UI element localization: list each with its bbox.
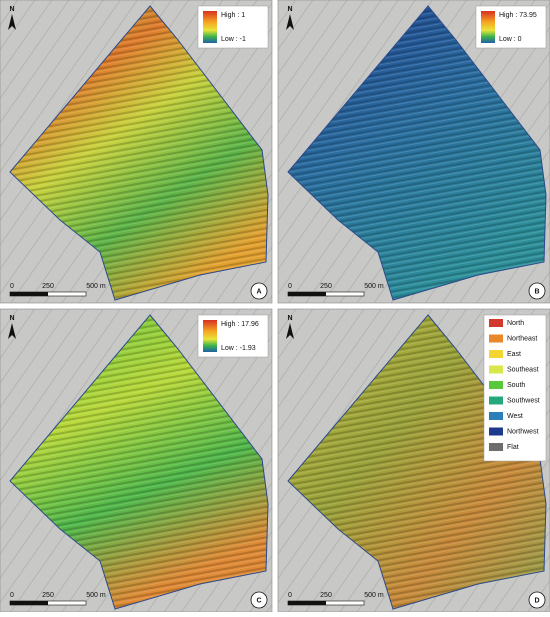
scale-label: 0 <box>288 592 292 599</box>
legend-low: Low : -1.93 <box>221 345 256 352</box>
scale-bar-segment <box>10 292 48 296</box>
legend-ramp <box>203 11 217 43</box>
legend-label: Southeast <box>507 366 539 373</box>
scale-bar-segment <box>288 601 326 605</box>
legend-high: High : 17.96 <box>221 321 259 328</box>
legend-swatch <box>489 319 503 327</box>
north-label: N <box>287 315 292 322</box>
scale-bar-segment <box>10 601 48 605</box>
map-panel: N 0 250 500 m A High : 1 Low : -1 <box>0 0 273 304</box>
scale-label: 250 <box>320 592 332 599</box>
scale-label: 0 <box>10 283 14 290</box>
scale-label: 0 <box>10 592 14 599</box>
legend-label: West <box>507 413 523 420</box>
scale-label: 500 m <box>86 592 106 599</box>
panel-letter: C <box>256 597 261 604</box>
north-label: N <box>9 315 14 322</box>
scale-label: 250 <box>42 283 54 290</box>
panel-letter: D <box>534 597 539 604</box>
legend-swatch <box>489 412 503 420</box>
north-label: N <box>9 6 14 13</box>
panel-letter: B <box>534 288 539 295</box>
scale-label: 500 m <box>86 283 106 290</box>
legend-low: Low : 0 <box>499 36 522 43</box>
legend-low: Low : -1 <box>221 36 246 43</box>
panel-badge <box>528 591 546 609</box>
legend-swatch <box>489 334 503 343</box>
panel-badge <box>250 282 268 300</box>
legend-label: East <box>507 351 521 358</box>
legend-high: High : 73.95 <box>499 12 537 19</box>
legend-label: Flat <box>507 444 519 451</box>
legend-label: South <box>507 382 525 389</box>
legend-swatch <box>489 381 503 389</box>
legend-ramp <box>203 320 217 352</box>
north-label: N <box>287 6 292 13</box>
legend-label: North <box>507 320 524 327</box>
scale-label: 250 <box>42 592 54 599</box>
panel-badge <box>528 282 546 300</box>
legend-swatch <box>489 427 503 436</box>
legend-ramp <box>481 11 495 43</box>
legend-label: Southwest <box>507 397 540 404</box>
north-arrow <box>8 323 16 339</box>
scale-label: 500 m <box>364 592 384 599</box>
scale-label: 500 m <box>364 283 384 290</box>
study-area-texture <box>9 314 269 610</box>
scale-label: 250 <box>320 283 332 290</box>
scale-label: 0 <box>288 283 292 290</box>
legend-swatch <box>489 350 503 358</box>
north-arrow <box>8 14 16 30</box>
north-arrow <box>286 14 294 30</box>
legend-swatch <box>489 365 503 374</box>
legend-swatch <box>489 443 503 451</box>
legend-label: Northwest <box>507 428 539 435</box>
legend-high: High : 1 <box>221 12 245 19</box>
scale-bar-segment <box>288 292 326 296</box>
study-area-texture <box>9 5 269 301</box>
panel-letter: A <box>256 288 261 295</box>
map-panel: N 0 250 500 m D North Northeast East Southeast So… <box>277 308 550 613</box>
map-panel: N 0 250 500 m C High : 17.96 Low : -1.93 <box>0 308 273 613</box>
north-arrow <box>286 323 294 339</box>
map-panel: N 0 250 500 m B High : 73.95 Low : 0 <box>277 0 550 304</box>
study-area-texture <box>287 5 547 301</box>
panel-badge <box>250 591 268 609</box>
legend-swatch <box>489 396 503 405</box>
legend-label: Northeast <box>507 335 537 342</box>
